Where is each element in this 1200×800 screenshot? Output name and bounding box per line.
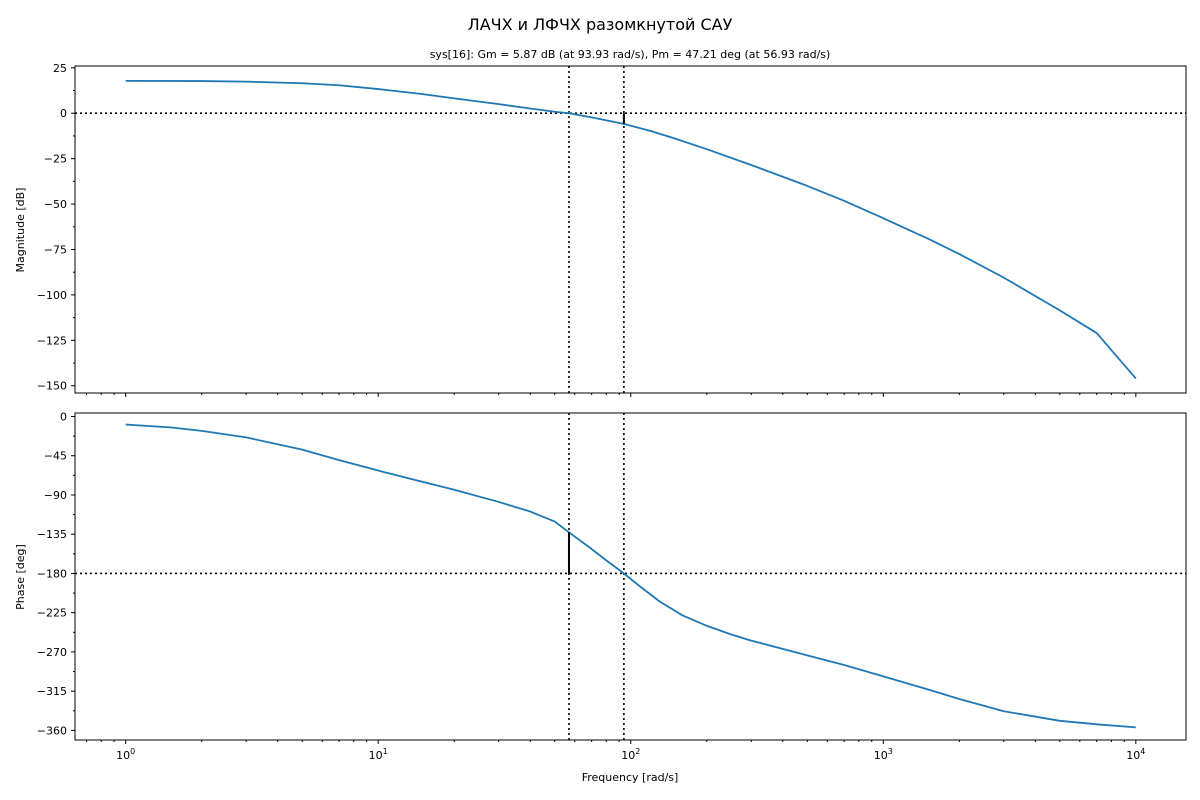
magnitude-axes-frame (74, 65, 1187, 394)
magnitude-ytick-label: −100 (37, 289, 67, 302)
magnitude-ytick-label: 25 (53, 62, 67, 75)
magnitude-ytick-label: −150 (37, 380, 67, 393)
plot-subtitle: sys[16]: Gm = 5.87 dB (at 93.93 rad/s), … (430, 48, 831, 61)
xtick-label: 103 (874, 747, 893, 762)
phase-ytick-label: −315 (37, 685, 67, 698)
magnitude-ytick-label: −75 (44, 243, 67, 256)
xtick-label: 102 (621, 747, 640, 762)
phase-axis-label: Phase [deg] (14, 544, 27, 610)
phase-ytick-label: −270 (37, 646, 67, 659)
phase-plot: 0 −45 −90 −135 −180 −225 −270 −315 −360 100 101 102… (37, 410, 1187, 762)
phase-ytick-label: −135 (37, 528, 67, 541)
xtick-label: 100 (116, 747, 135, 762)
magnitude-ytick-label: −50 (44, 198, 67, 211)
phase-ytick-label: −225 (37, 607, 67, 620)
magnitude-plot: 25 0 −25 −50 −75 −100 −125 −150 (37, 62, 1187, 397)
figure-title: ЛАЧХ и ЛФЧХ разомкнутой САУ (468, 15, 733, 34)
frequency-axis-label: Frequency [rad/s] (582, 771, 679, 784)
phase-ytick-label: −90 (44, 489, 67, 502)
magnitude-ytick-label: −125 (37, 334, 67, 347)
phase-ytick-label: −45 (44, 450, 67, 463)
phase-ytick-label: 0 (60, 410, 67, 423)
phase-ytick-label: −360 (37, 724, 67, 737)
xtick-label: 104 (1126, 747, 1145, 762)
phase-axes-frame (74, 412, 1187, 741)
magnitude-axis-label: Magnitude [dB] (14, 188, 27, 273)
phase-ytick-label: −180 (37, 567, 67, 580)
xtick-label: 101 (369, 747, 388, 762)
phase-curve (125, 423, 1136, 729)
magnitude-ytick-label: −25 (44, 153, 67, 166)
magnitude-ytick-label: 0 (60, 107, 67, 120)
magnitude-curve (125, 80, 1137, 380)
